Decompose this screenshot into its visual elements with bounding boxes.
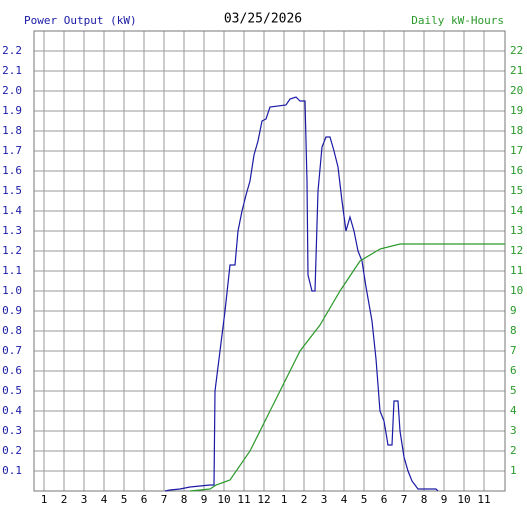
y-tick-label: 1.2	[2, 244, 22, 257]
series-line	[189, 243, 505, 492]
y-tick-label: 2.1	[2, 64, 22, 77]
y-tick-label: 0.4	[2, 404, 22, 417]
y-tick-label: 1.7	[2, 144, 22, 157]
y-tick-label: 1.9	[2, 104, 22, 117]
y2-tick-label: 3	[510, 424, 517, 437]
x-tick-label: 3	[321, 493, 328, 506]
x-tick-label: 11	[237, 493, 250, 506]
x-tick-label: 4	[341, 493, 348, 506]
y2-tick-label: 8	[510, 324, 517, 337]
y2-axis-label: Daily kW-Hours	[411, 14, 504, 27]
y2-tick-label: 22	[510, 44, 523, 57]
y-tick-label: 0.3	[2, 424, 22, 437]
y2-tick-label: 20	[510, 84, 523, 97]
x-tick-label: 2	[301, 493, 308, 506]
x-tick-label: 12	[257, 493, 270, 506]
y-tick-label: 1.8	[2, 124, 22, 137]
series-line	[164, 96, 439, 492]
x-tick-label: 9	[441, 493, 448, 506]
y-tick-label: 0.1	[2, 464, 22, 477]
plot-frame	[33, 30, 506, 492]
x-tick-label: 5	[361, 493, 368, 506]
y-tick-label: 0.5	[2, 384, 22, 397]
x-tick-label: 1	[41, 493, 48, 506]
x-tick-label: 11	[477, 493, 490, 506]
y-tick-label: 0.9	[2, 304, 22, 317]
y2-tick-label: 15	[510, 184, 523, 197]
y2-tick-label: 1	[510, 464, 517, 477]
y-tick-label: 1.4	[2, 204, 22, 217]
y2-tick-label: 11	[510, 264, 523, 277]
y-tick-label: 1.0	[2, 284, 22, 297]
x-tick-label: 8	[181, 493, 188, 506]
x-tick-label: 7	[161, 493, 168, 506]
y2-tick-label: 2	[510, 444, 517, 457]
y2-tick-label: 17	[510, 144, 523, 157]
y2-tick-label: 6	[510, 364, 517, 377]
y-tick-label: 0.6	[2, 364, 22, 377]
y-axis-label: Power Output (kW)	[24, 14, 137, 27]
y2-tick-label: 16	[510, 164, 523, 177]
x-tick-label: 6	[381, 493, 388, 506]
x-tick-label: 1	[281, 493, 288, 506]
x-tick-label: 2	[61, 493, 68, 506]
y-tick-label: 2.2	[2, 44, 22, 57]
y2-tick-label: 5	[510, 384, 517, 397]
x-tick-label: 10	[457, 493, 470, 506]
x-tick-label: 3	[81, 493, 88, 506]
y-tick-label: 1.6	[2, 164, 22, 177]
y-tick-label: 0.2	[2, 444, 22, 457]
y2-tick-label: 18	[510, 124, 523, 137]
y2-tick-label: 12	[510, 244, 523, 257]
y2-tick-label: 7	[510, 344, 517, 357]
y-tick-label: 0.8	[2, 324, 22, 337]
x-tick-label: 9	[201, 493, 208, 506]
x-tick-label: 5	[121, 493, 128, 506]
y2-tick-label: 13	[510, 224, 523, 237]
y-tick-label: 0.7	[2, 344, 22, 357]
x-tick-label: 8	[421, 493, 428, 506]
y-tick-label: 1.5	[2, 184, 22, 197]
y2-tick-label: 10	[510, 284, 523, 297]
y2-tick-label: 21	[510, 64, 523, 77]
chart-title: 03/25/2026	[224, 12, 302, 27]
x-tick-label: 7	[401, 493, 408, 506]
y-tick-label: 2.0	[2, 84, 22, 97]
y2-tick-label: 4	[510, 404, 517, 417]
y2-tick-label: 14	[510, 204, 524, 217]
y-tick-label: 1.3	[2, 224, 22, 237]
x-tick-label: 6	[141, 493, 148, 506]
y-tick-label: 1.1	[2, 264, 22, 277]
y2-tick-label: 9	[510, 304, 517, 317]
x-tick-label: 4	[101, 493, 108, 506]
y2-tick-label: 19	[510, 104, 523, 117]
x-tick-label: 10	[217, 493, 230, 506]
